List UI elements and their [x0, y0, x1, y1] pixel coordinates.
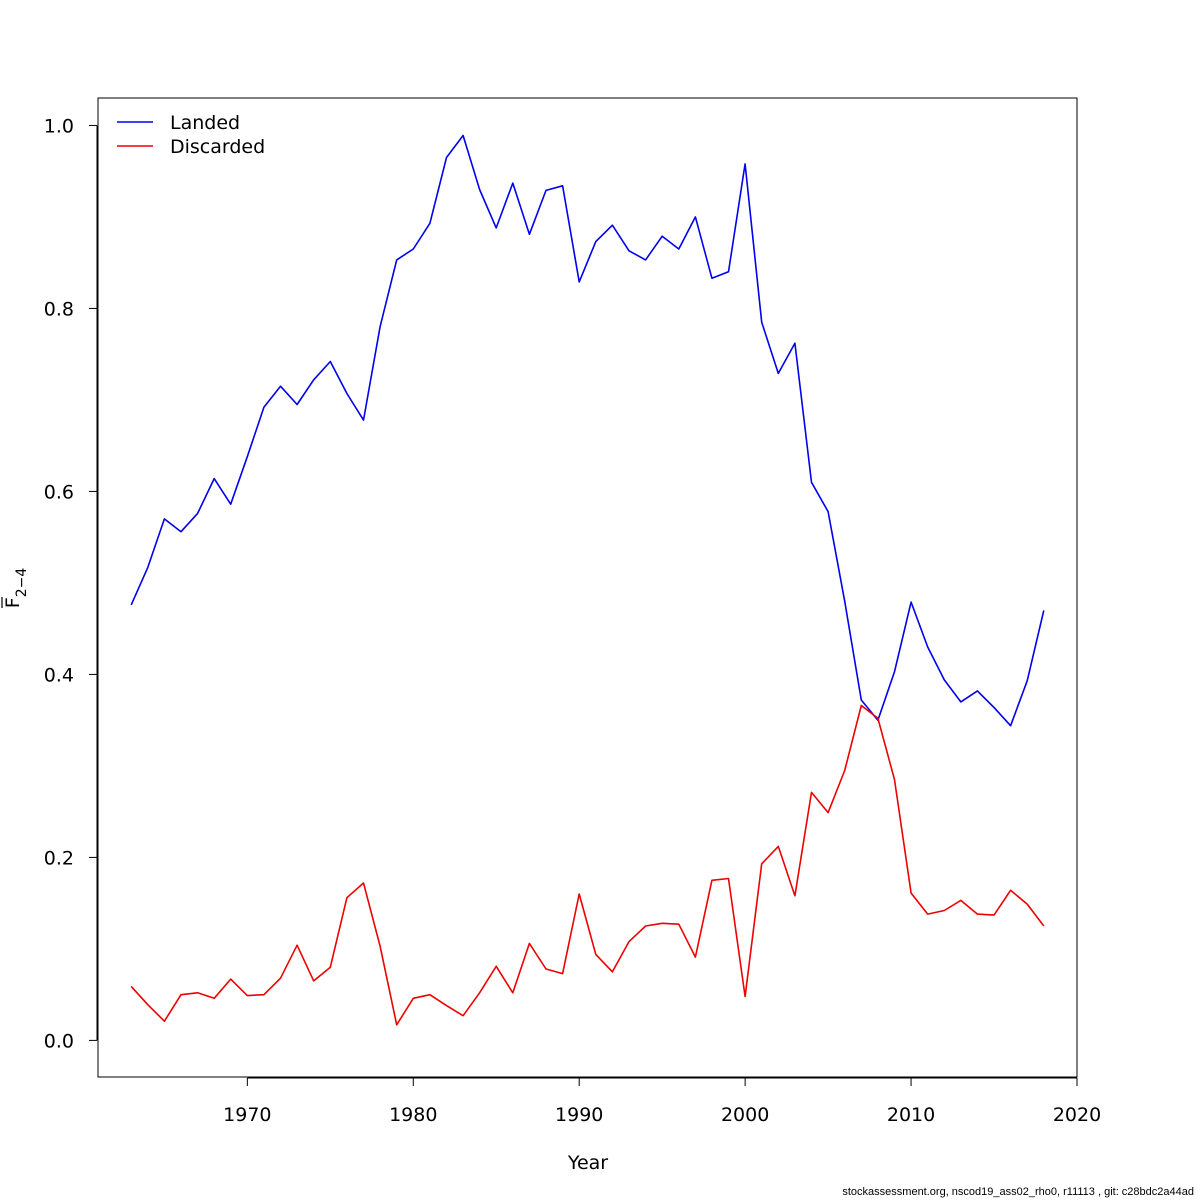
y-axis-title-sub: 2−4	[14, 568, 30, 598]
series-line-discarded	[130, 704, 1045, 1026]
y-tick-label: 0.2	[44, 847, 74, 869]
x-axis: 1970 1980 1990 2000 2010 2020	[223, 1077, 1101, 1126]
series-line-landed	[130, 134, 1045, 727]
y-tick-label: 0.8	[44, 298, 74, 320]
x-tick-label: 2020	[1053, 1104, 1101, 1126]
legend-label-landed: Landed	[170, 112, 240, 134]
y-tick-label: 1.0	[44, 115, 74, 137]
x-tick-label: 2000	[721, 1104, 769, 1126]
x-tick-label: 1980	[389, 1104, 437, 1126]
x-tick-label: 2010	[887, 1104, 935, 1126]
svg-text:F2−4: F2−4	[2, 568, 30, 609]
y-axis-title: F2−4	[1, 568, 30, 609]
y-tick-label: 0.0	[44, 1030, 74, 1052]
y-tick-label: 0.4	[44, 664, 74, 686]
plot-frame	[97, 97, 1078, 1078]
series-layer	[130, 134, 1045, 1026]
x-axis-title: Year	[567, 1152, 608, 1174]
y-axis-title-main: F	[2, 597, 24, 608]
y-tick-label: 0.6	[44, 481, 74, 503]
legend: Landed Discarded	[117, 112, 265, 158]
x-tick-label: 1990	[555, 1104, 603, 1126]
legend-label-discarded: Discarded	[170, 136, 265, 158]
x-tick-label: 1970	[223, 1104, 271, 1126]
footer-note: stockassessment.org, nscod19_ass02_rho0,…	[842, 1186, 1194, 1198]
y-axis: 0.0 0.2 0.4 0.6 0.8 1.0	[44, 115, 98, 1052]
